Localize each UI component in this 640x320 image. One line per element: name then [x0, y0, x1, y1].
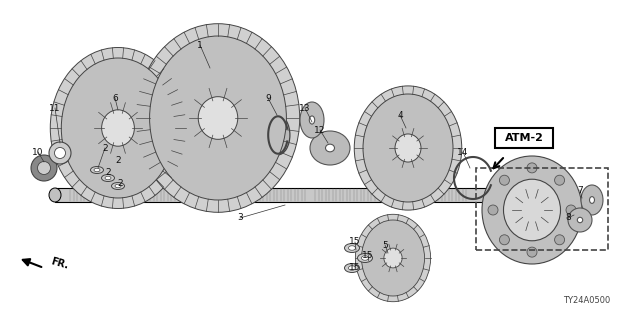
Text: 13: 13: [300, 103, 311, 113]
Ellipse shape: [115, 184, 121, 188]
Ellipse shape: [499, 235, 509, 245]
Ellipse shape: [150, 36, 287, 200]
Text: 14: 14: [458, 148, 468, 156]
Ellipse shape: [310, 131, 350, 165]
Ellipse shape: [136, 24, 300, 212]
Ellipse shape: [355, 214, 431, 302]
Text: 4: 4: [397, 110, 403, 119]
Text: 15: 15: [349, 263, 361, 273]
Ellipse shape: [395, 134, 421, 162]
Ellipse shape: [362, 256, 369, 260]
Text: FR.: FR.: [50, 257, 70, 271]
Ellipse shape: [102, 110, 134, 146]
Ellipse shape: [49, 188, 61, 202]
Ellipse shape: [499, 175, 509, 185]
Text: 11: 11: [49, 103, 61, 113]
Text: 2: 2: [105, 167, 111, 177]
Ellipse shape: [266, 115, 290, 155]
Text: 12: 12: [314, 125, 326, 134]
Ellipse shape: [555, 235, 564, 245]
Ellipse shape: [566, 205, 576, 215]
Ellipse shape: [581, 185, 603, 215]
Text: 2: 2: [117, 179, 123, 188]
Bar: [495, 128, 553, 148]
Ellipse shape: [527, 163, 537, 173]
Ellipse shape: [94, 168, 100, 172]
Text: 3: 3: [237, 213, 243, 222]
Ellipse shape: [49, 142, 71, 164]
Ellipse shape: [349, 246, 355, 250]
Text: 15: 15: [349, 237, 361, 246]
Ellipse shape: [488, 205, 498, 215]
Ellipse shape: [504, 179, 561, 241]
Text: 15: 15: [362, 251, 374, 260]
Text: 5: 5: [382, 241, 388, 250]
Text: ATM-2: ATM-2: [504, 133, 543, 143]
Ellipse shape: [102, 174, 115, 181]
Ellipse shape: [384, 248, 402, 268]
Ellipse shape: [355, 86, 461, 210]
Bar: [55, 188, 500, 202]
Bar: [476, 168, 608, 250]
Ellipse shape: [38, 162, 51, 174]
Ellipse shape: [105, 176, 111, 180]
Ellipse shape: [326, 144, 335, 152]
Text: 9: 9: [265, 93, 271, 102]
Ellipse shape: [54, 148, 65, 158]
Text: 1: 1: [197, 41, 203, 50]
Ellipse shape: [61, 58, 175, 198]
Ellipse shape: [362, 220, 424, 296]
Ellipse shape: [309, 116, 315, 124]
Text: 2: 2: [115, 156, 121, 164]
Ellipse shape: [51, 47, 186, 209]
Ellipse shape: [90, 166, 104, 173]
Text: 2: 2: [102, 143, 108, 153]
Ellipse shape: [577, 217, 582, 223]
Ellipse shape: [198, 97, 238, 139]
Ellipse shape: [349, 266, 355, 270]
Text: 10: 10: [32, 148, 44, 156]
Polygon shape: [500, 192, 518, 198]
Text: 6: 6: [112, 93, 118, 102]
Ellipse shape: [555, 175, 564, 185]
Ellipse shape: [111, 182, 125, 189]
Ellipse shape: [31, 155, 57, 181]
Ellipse shape: [300, 102, 324, 138]
Ellipse shape: [344, 263, 360, 273]
Text: 8: 8: [565, 213, 571, 222]
Text: 7: 7: [577, 186, 583, 195]
Ellipse shape: [568, 208, 592, 232]
Ellipse shape: [344, 244, 360, 252]
Ellipse shape: [527, 247, 537, 257]
Ellipse shape: [482, 156, 582, 264]
Ellipse shape: [358, 253, 372, 262]
Ellipse shape: [363, 94, 453, 202]
Ellipse shape: [589, 196, 595, 204]
Text: TY24A0500: TY24A0500: [563, 296, 610, 305]
